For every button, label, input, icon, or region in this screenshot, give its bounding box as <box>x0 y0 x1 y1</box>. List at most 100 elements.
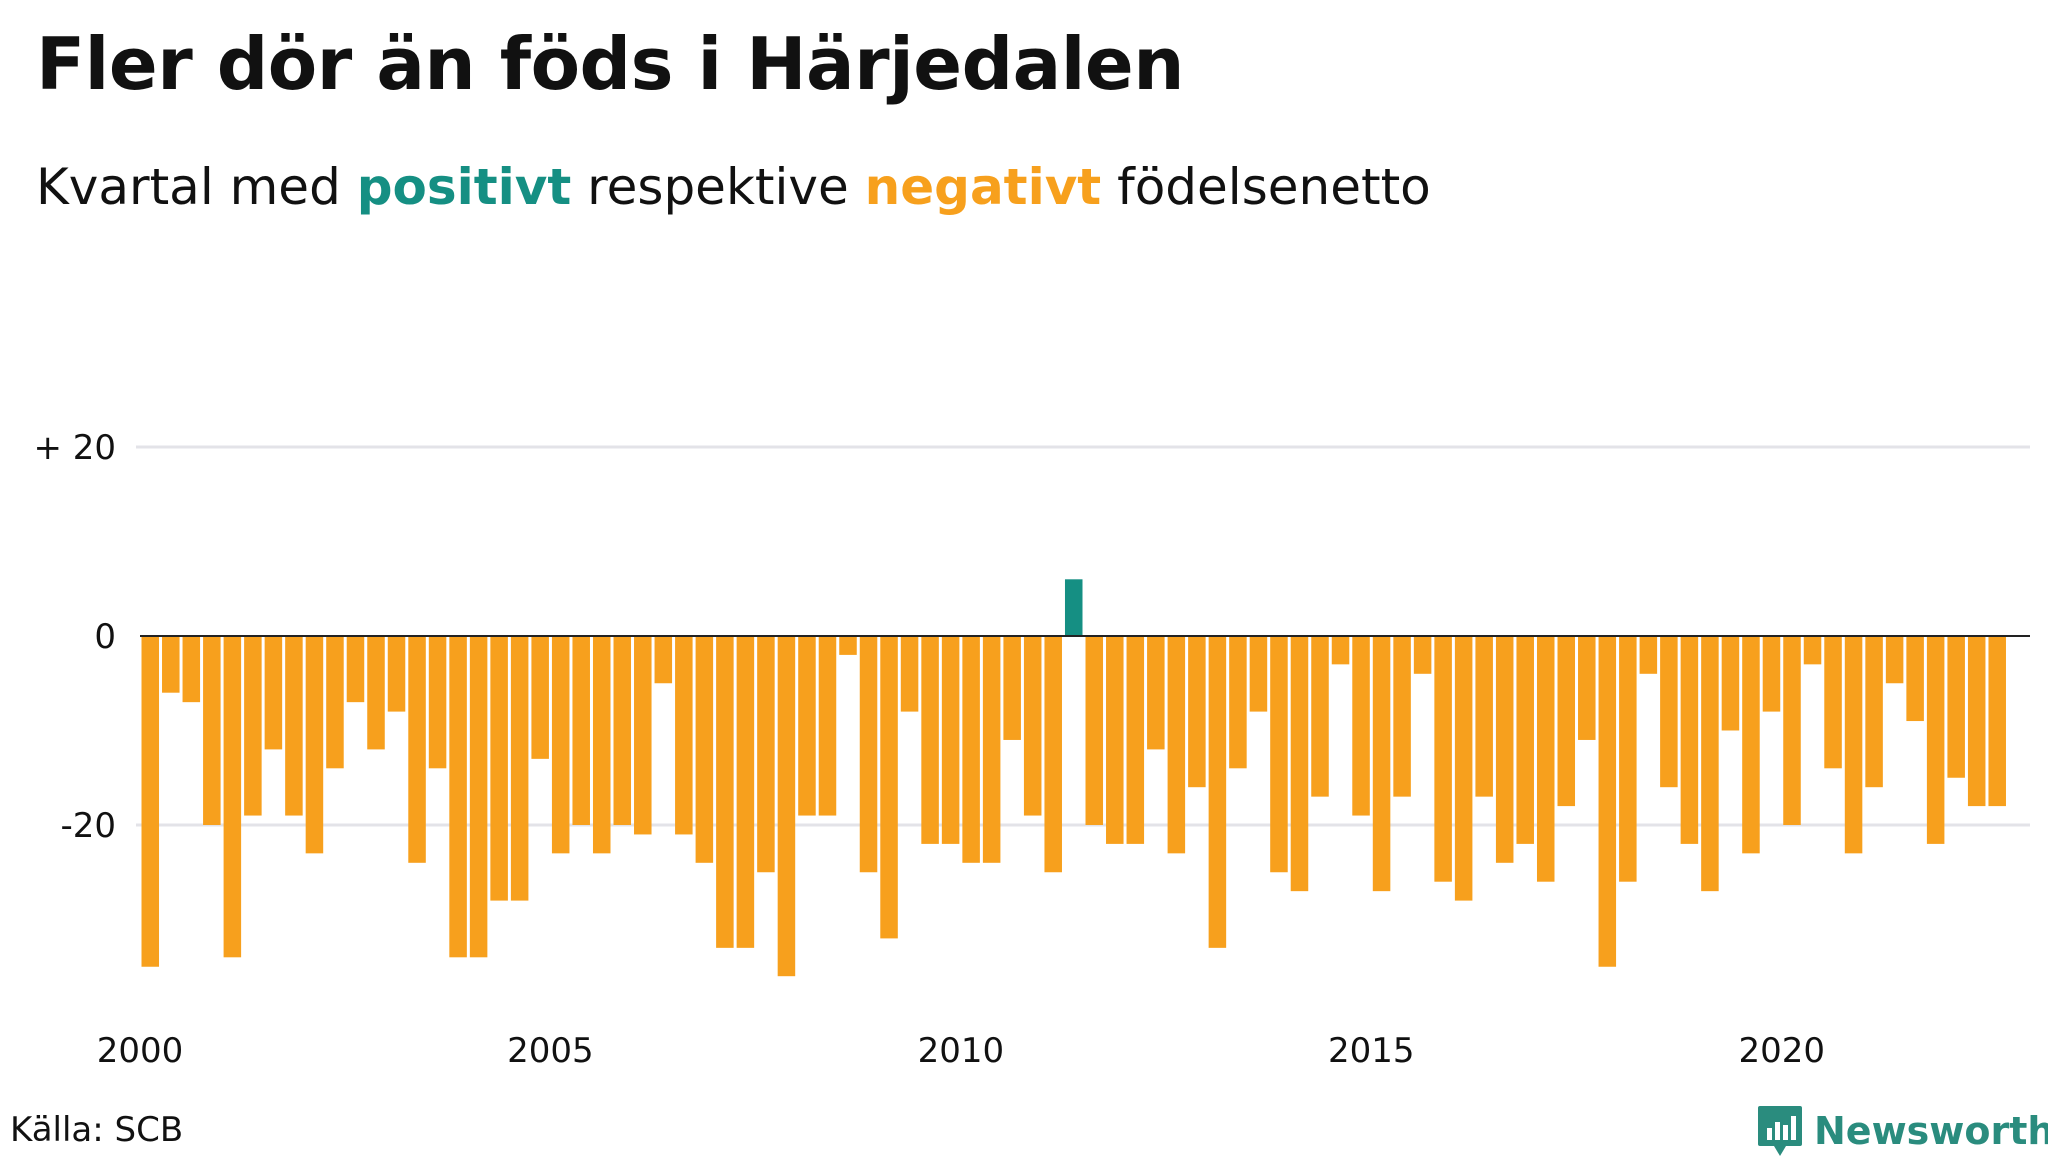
bar-negative <box>1229 636 1247 769</box>
bar-negative <box>1516 636 1534 844</box>
bar-negative <box>900 636 919 712</box>
bar-negative <box>162 636 180 693</box>
bar-negative <box>1495 636 1514 863</box>
bar-negative <box>1536 636 1555 882</box>
bar-negative <box>1413 636 1432 674</box>
bar-negative <box>1619 636 1637 882</box>
y-tick-label: + 20 <box>33 428 116 468</box>
bar-negative <box>859 636 878 873</box>
bar-negative <box>1680 636 1699 844</box>
bar-negative <box>1372 636 1391 892</box>
x-tick-label: 2015 <box>1328 1031 1415 1071</box>
bar-negative <box>1290 636 1309 892</box>
x-tick-label: 2000 <box>97 1031 184 1071</box>
bar-negative <box>962 636 980 863</box>
bar-negative <box>1270 636 1288 873</box>
bar-negative <box>1598 636 1617 967</box>
brand-name: Newsworthy <box>1814 1109 2048 1153</box>
bar-negative <box>1947 636 1965 778</box>
bar-negative <box>223 636 242 958</box>
bar-negative <box>1147 636 1165 750</box>
bar-negative <box>1106 636 1124 844</box>
bar-negative <box>1762 636 1781 712</box>
bar-negative <box>675 636 693 835</box>
bar-negative <box>1885 636 1904 684</box>
bar-negative <box>510 636 529 901</box>
bar-negative <box>264 636 283 750</box>
y-tick-label: -20 <box>60 806 116 846</box>
bar-negative <box>1044 636 1062 873</box>
bar-chart-logo-icon <box>1758 1106 1802 1156</box>
bar-negative <box>941 636 960 844</box>
bar-negative <box>1557 636 1576 807</box>
bar-negative <box>1639 636 1658 674</box>
bar-negative <box>613 636 632 825</box>
bar-negative <box>1660 636 1678 788</box>
bar-negative <box>1721 636 1740 731</box>
bar-negative <box>1023 636 1042 816</box>
bar-negative <box>1188 636 1206 788</box>
bar-negative <box>1578 636 1596 740</box>
bar-negative <box>490 636 508 901</box>
bar-negative <box>244 636 262 816</box>
bar-negative <box>1844 636 1863 854</box>
bar-negative <box>1783 636 1801 825</box>
bar-negative <box>551 636 570 854</box>
bar-negative <box>1454 636 1473 901</box>
bar-negative <box>285 636 303 816</box>
subtitle-positive-word: positivt <box>356 158 572 216</box>
bar-negative <box>182 636 201 703</box>
bar-negative <box>531 636 549 759</box>
bar-negative <box>469 636 488 958</box>
bar-negative <box>1475 636 1493 797</box>
source-note: Källa: SCB <box>10 1110 184 1150</box>
bar-negative <box>1249 636 1268 712</box>
bar-negative <box>798 636 816 816</box>
bar-negative <box>346 636 365 703</box>
bar-negative <box>1742 636 1760 854</box>
x-tick-label: 2010 <box>918 1031 1005 1071</box>
bar-negative <box>367 636 385 750</box>
newsworthy-logo[interactable]: Newsworthy <box>1756 1104 2048 1158</box>
bar-negative <box>634 636 652 835</box>
bar-negative <box>880 636 898 939</box>
bar-negative <box>716 636 734 948</box>
bar-negative <box>736 636 755 948</box>
bar-negative <box>921 636 939 844</box>
bar-negative <box>839 636 857 655</box>
subtitle-prefix: Kvartal med <box>36 158 357 216</box>
bar-negative <box>1824 636 1842 769</box>
bar-negative <box>1967 636 1986 807</box>
bar-negative <box>982 636 1001 863</box>
bar-negative <box>654 636 673 684</box>
bar-negative <box>387 636 406 712</box>
subtitle-negative-word: negativt <box>864 158 1102 216</box>
bar-negative <box>408 636 426 863</box>
bar-negative <box>1003 636 1021 740</box>
bar-negative <box>1126 636 1145 844</box>
bar-negative <box>777 636 796 977</box>
y-tick-label: 0 <box>94 617 116 657</box>
bar-negative <box>1865 636 1883 788</box>
bar-negative <box>1988 636 2006 807</box>
bar-negative <box>326 636 344 769</box>
bar-negative <box>695 636 714 863</box>
bar-negative <box>1434 636 1452 882</box>
bar-negative <box>1701 636 1719 892</box>
bar-negative <box>757 636 775 873</box>
bar-negative <box>449 636 467 958</box>
bar-negative <box>818 636 837 816</box>
bar-negative <box>141 636 160 967</box>
x-tick-label: 2020 <box>1738 1031 1825 1071</box>
bar-negative <box>203 636 221 825</box>
chart-title: Fler dör än föds i Härjedalen <box>36 22 1185 106</box>
bar-negative <box>1803 636 1822 665</box>
subtitle-suffix: födelsenetto <box>1101 158 1431 216</box>
bar-negative <box>1352 636 1370 816</box>
bar-negative <box>572 636 590 825</box>
bar-negative <box>1167 636 1186 854</box>
bar-positive <box>1064 579 1083 636</box>
bar-negative <box>592 636 611 854</box>
bar-negative <box>1331 636 1350 665</box>
